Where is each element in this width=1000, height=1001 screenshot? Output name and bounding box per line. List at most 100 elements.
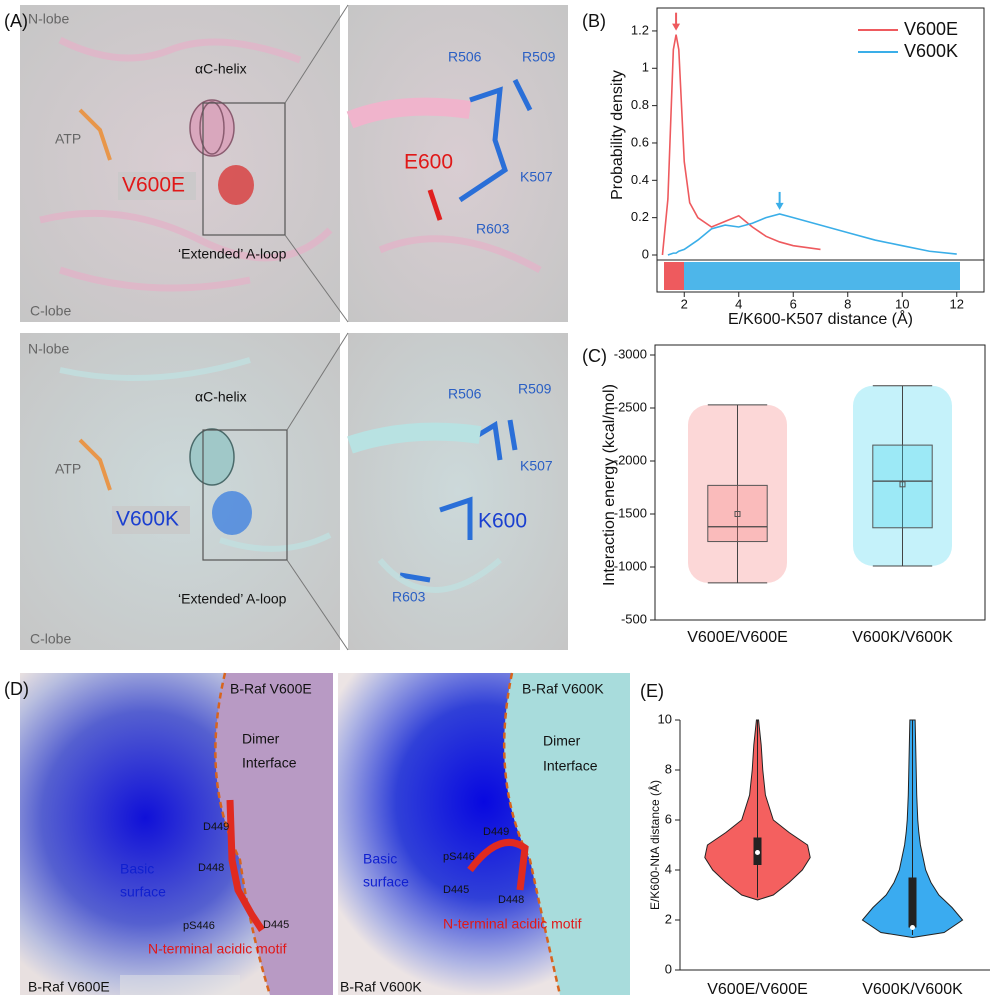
residue: D449 — [483, 826, 509, 838]
residue: E600 — [404, 151, 453, 174]
y-axis-title: Probability density — [609, 70, 626, 200]
x-tick-label: V600E/V600E — [707, 981, 808, 998]
mean — [899, 481, 906, 488]
label-bg — [120, 975, 240, 995]
helix-label: αC-helix — [195, 61, 247, 77]
ribbon — [59, 357, 502, 593]
x-tick-label: V600E/V600E — [687, 629, 788, 646]
y-tick-label: 0 — [665, 961, 672, 976]
y-axis-title: Interaction energy (kcal/mol) — [601, 384, 618, 586]
partner-cartoon — [504, 673, 630, 995]
y-tick-label: -500 — [621, 611, 647, 626]
atp — [78, 108, 112, 491]
mutation-label: V600E — [122, 174, 185, 197]
residue: pS446 — [183, 920, 215, 932]
interface-label: Dimer — [543, 733, 581, 749]
x-tick-label: 2 — [681, 296, 688, 311]
structure-title: B-Raf V600K — [522, 681, 604, 697]
x-tick-label: V600K/V600K — [852, 629, 953, 646]
mean — [734, 511, 741, 517]
mutation-label: V600K — [116, 508, 179, 531]
structure-images-a — [20, 4, 568, 651]
atp-label: ATP — [55, 461, 81, 477]
motif-stick — [226, 799, 265, 932]
y-tick-label: 1.2 — [631, 22, 649, 37]
y-tick-label: 2 — [665, 911, 672, 926]
motif-label: N-terminal acidic motif — [148, 941, 287, 957]
zoom-box — [202, 102, 286, 236]
x-tick-label: 4 — [735, 296, 742, 311]
interface-label: Interface — [543, 758, 598, 774]
residue: D445 — [443, 884, 469, 896]
plot-frame — [656, 7, 985, 293]
legend-label: V600E — [904, 19, 958, 39]
helix — [346, 97, 472, 129]
y-tick-label: 0 — [642, 246, 649, 261]
rug — [664, 262, 684, 290]
residue: K507 — [520, 458, 553, 474]
median — [910, 925, 915, 930]
helix — [347, 422, 482, 454]
surface-label: Basic — [120, 861, 154, 877]
structure-title: B-Raf V600E — [230, 681, 312, 697]
density-line — [661, 34, 821, 256]
y-tick-label: -1000 — [614, 558, 647, 573]
structure-footer: B-Raf V600E — [28, 979, 110, 995]
y-tick-label: 0.6 — [631, 134, 649, 149]
atp-label: ATP — [55, 131, 81, 147]
x-tick-label: V600K/V600K — [862, 981, 963, 998]
surface — [218, 165, 254, 205]
surface-images-d — [20, 672, 630, 996]
helix-label: αC-helix — [195, 389, 247, 405]
residue: R506 — [448, 49, 482, 65]
residue: pS446 — [443, 851, 475, 863]
box — [908, 877, 917, 928]
surface-label: surface — [120, 884, 166, 900]
residue: K600 — [478, 510, 527, 533]
x-axis-title: E/K600-K507 distance (Å) — [728, 309, 913, 328]
residue: R603 — [476, 221, 510, 237]
interface-line — [502, 672, 562, 996]
panel-label: (B) — [582, 11, 606, 31]
surface — [212, 491, 252, 535]
residue: D448 — [498, 894, 524, 906]
n-lobe: N-lobe — [28, 341, 69, 357]
x-tick-label: 6 — [790, 296, 797, 311]
density-line — [667, 213, 957, 256]
helix — [189, 99, 235, 157]
surface-label: surface — [363, 874, 409, 890]
interface-line — [214, 672, 272, 996]
ribbon — [39, 36, 542, 292]
residue: D445 — [263, 919, 289, 931]
plot-frame — [654, 344, 986, 621]
label-bg — [112, 506, 190, 534]
structure-footer: B-Raf V600K — [340, 979, 422, 995]
residue: K507 — [520, 169, 553, 185]
loop-label: ‘Extended’ A-loop — [178, 246, 287, 262]
helix — [189, 428, 235, 486]
side-chain — [427, 189, 443, 221]
residue: D449 — [203, 821, 229, 833]
y-tick-label: 0.8 — [631, 97, 649, 112]
x-tick-label: 10 — [895, 296, 909, 311]
label-bg — [118, 172, 196, 200]
panel-label: (D) — [4, 679, 29, 699]
interface-label: Interface — [242, 755, 297, 771]
box — [707, 484, 768, 543]
residue: R509 — [518, 381, 552, 397]
rug — [684, 262, 960, 290]
structure-zoom — [348, 333, 568, 650]
y-tick-label: -2000 — [614, 452, 647, 467]
legend-label: V600K — [904, 41, 958, 61]
c-lobe: C-lobe — [30, 631, 71, 647]
y-tick-label: -1500 — [614, 505, 647, 520]
n-lobe: N-lobe — [28, 11, 69, 27]
panel-label: (A) — [4, 11, 28, 31]
y-tick-label: -2500 — [614, 399, 647, 414]
x-tick-label: 8 — [844, 296, 851, 311]
y-tick-label: 0.4 — [631, 172, 649, 187]
interface-label: Dimer — [242, 731, 280, 747]
y-tick-label: 1 — [642, 60, 649, 75]
